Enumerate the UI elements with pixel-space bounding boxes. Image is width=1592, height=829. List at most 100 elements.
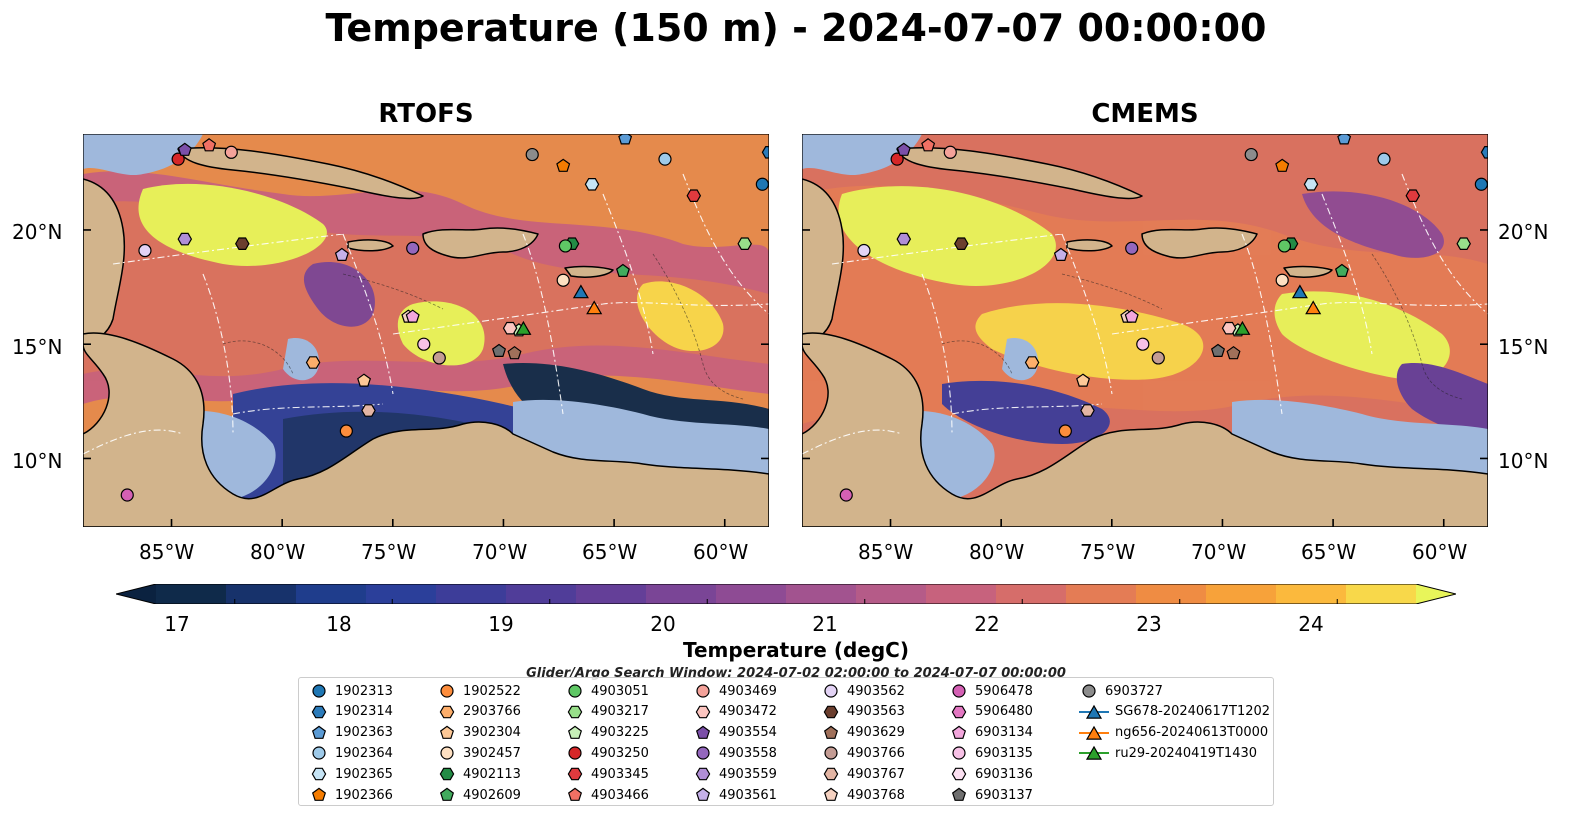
legend-marker-icon [439, 767, 455, 781]
isobath-contours [941, 253, 1463, 400]
lon-label: 70°W [1191, 540, 1247, 564]
marker-4903766 [432, 351, 446, 365]
colorbar-extend-high [1416, 584, 1456, 604]
legend-item: ng656-20240613T0000 [1079, 723, 1268, 743]
legend-item: 4903217 [565, 702, 649, 722]
marker-4903562 [857, 243, 871, 258]
eez-boundaries [802, 173, 1488, 455]
legend-label: 4903562 [847, 683, 905, 699]
lon-label: 80°W [250, 540, 306, 564]
marker-4903217 [1456, 237, 1471, 251]
legend-item: 4903561 [693, 785, 777, 805]
legend-marker-icon [312, 684, 326, 698]
marker-5906478 [120, 488, 134, 502]
legend-marker-icon [567, 725, 583, 739]
colorbar-segment [646, 584, 717, 604]
legend-marker-icon [312, 746, 326, 760]
colorbar-segment [366, 584, 437, 604]
lon-label: 65°W [582, 540, 638, 564]
marker-4903051 [1277, 239, 1292, 253]
marker-4903563 [235, 237, 250, 251]
legend-label: 4903554 [719, 725, 777, 741]
legend-item: 4903562 [821, 681, 905, 701]
legend-item: 3902457 [437, 743, 521, 763]
legend-item: 4903766 [821, 743, 905, 763]
legend-item: 3902304 [437, 723, 521, 743]
legend-label: 4903768 [847, 787, 905, 803]
panel-title-cmems: CMEMS [1091, 99, 1199, 129]
legend-marker-icon [952, 684, 966, 698]
legend-label: 5906480 [975, 704, 1033, 720]
legend-label: 6903137 [975, 787, 1033, 803]
map-rtofs [83, 134, 769, 527]
colorbar-segment [996, 584, 1067, 604]
colorbar-segment [436, 584, 507, 604]
legend-marker-icon [439, 725, 455, 739]
colorbar-extend-low [116, 584, 156, 604]
marker-4903472 [502, 321, 518, 335]
colorbar-segment [156, 584, 227, 604]
marker-4903469 [224, 145, 238, 159]
colorbar-segment [786, 584, 857, 604]
marker-1902365 [1303, 177, 1319, 191]
marker-4903466 [202, 138, 217, 152]
legend-marker-icon [695, 767, 711, 781]
legend-item: 5906478 [949, 681, 1033, 701]
land [83, 146, 769, 527]
legend-marker-icon [823, 787, 839, 801]
legend-label: 1902363 [335, 725, 393, 741]
legend-label: 4903250 [591, 745, 649, 761]
marker-2903766 [305, 356, 321, 369]
legend-item: 4903469 [693, 681, 777, 701]
legend-label: 4903766 [847, 745, 905, 761]
legend-marker-icon [823, 705, 839, 719]
legend-marker-icon [440, 684, 454, 698]
legend-item: 5906480 [949, 702, 1033, 722]
legend-marker-icon [439, 787, 455, 801]
marker-1902365 [584, 177, 600, 191]
lon-label: 60°W [693, 540, 749, 564]
colorbar-segment [716, 584, 787, 604]
lat-label-right: 10°N [1498, 449, 1549, 473]
legend-marker-icon [311, 787, 327, 801]
land [802, 146, 1488, 527]
marker-4903558 [406, 241, 420, 255]
legend-label: 4903051 [591, 683, 649, 699]
legend-item: 4903051 [565, 681, 649, 701]
legend: 1902313 1902314 1902363 1902364 1902365 19023… [298, 677, 1274, 806]
legend-marker-icon [951, 705, 967, 719]
legend-label: 4903558 [719, 745, 777, 761]
marker-4902609 [1334, 263, 1349, 277]
legend-label: 6903134 [975, 725, 1033, 741]
legend-item: 4903466 [565, 785, 649, 805]
colorbar-segment [506, 584, 577, 604]
legend-marker-icon [568, 746, 582, 760]
marker-1902366 [556, 158, 571, 172]
marker-2903766 [1024, 356, 1040, 369]
colorbar-tick: 18 [326, 612, 352, 636]
marker-1902313 [1474, 177, 1488, 191]
lon-label: 75°W [1080, 540, 1136, 564]
legend-marker-icon [952, 746, 966, 760]
legend-item: ru29-20240419T1430 [1079, 743, 1257, 763]
legend-marker-icon [823, 767, 839, 781]
marker-4903250 [171, 152, 185, 166]
legend-item: 1902314 [309, 702, 393, 722]
legend-item: 1902364 [309, 743, 393, 763]
marker-SG678-20240617T1202 [572, 284, 589, 299]
legend-marker-icon [311, 725, 327, 739]
legend-item: 4902113 [437, 764, 521, 784]
legend-item: 6903727 [1079, 681, 1163, 701]
marker-1902522 [1058, 424, 1072, 438]
legend-label: 4902113 [463, 766, 521, 782]
marker-6903134 [1124, 309, 1139, 323]
lon-label: 80°W [969, 540, 1025, 564]
marker-1902363 [1337, 134, 1352, 145]
marker-1902366 [1275, 158, 1290, 172]
legend-label: ng656-20240613T0000 [1115, 725, 1269, 741]
lat-label-left: 10°N [12, 449, 63, 473]
colorbar-segment [226, 584, 297, 604]
marker-6903135 [417, 337, 431, 351]
legend-marker-icon [695, 787, 711, 801]
legend-item: 4903563 [821, 702, 905, 722]
